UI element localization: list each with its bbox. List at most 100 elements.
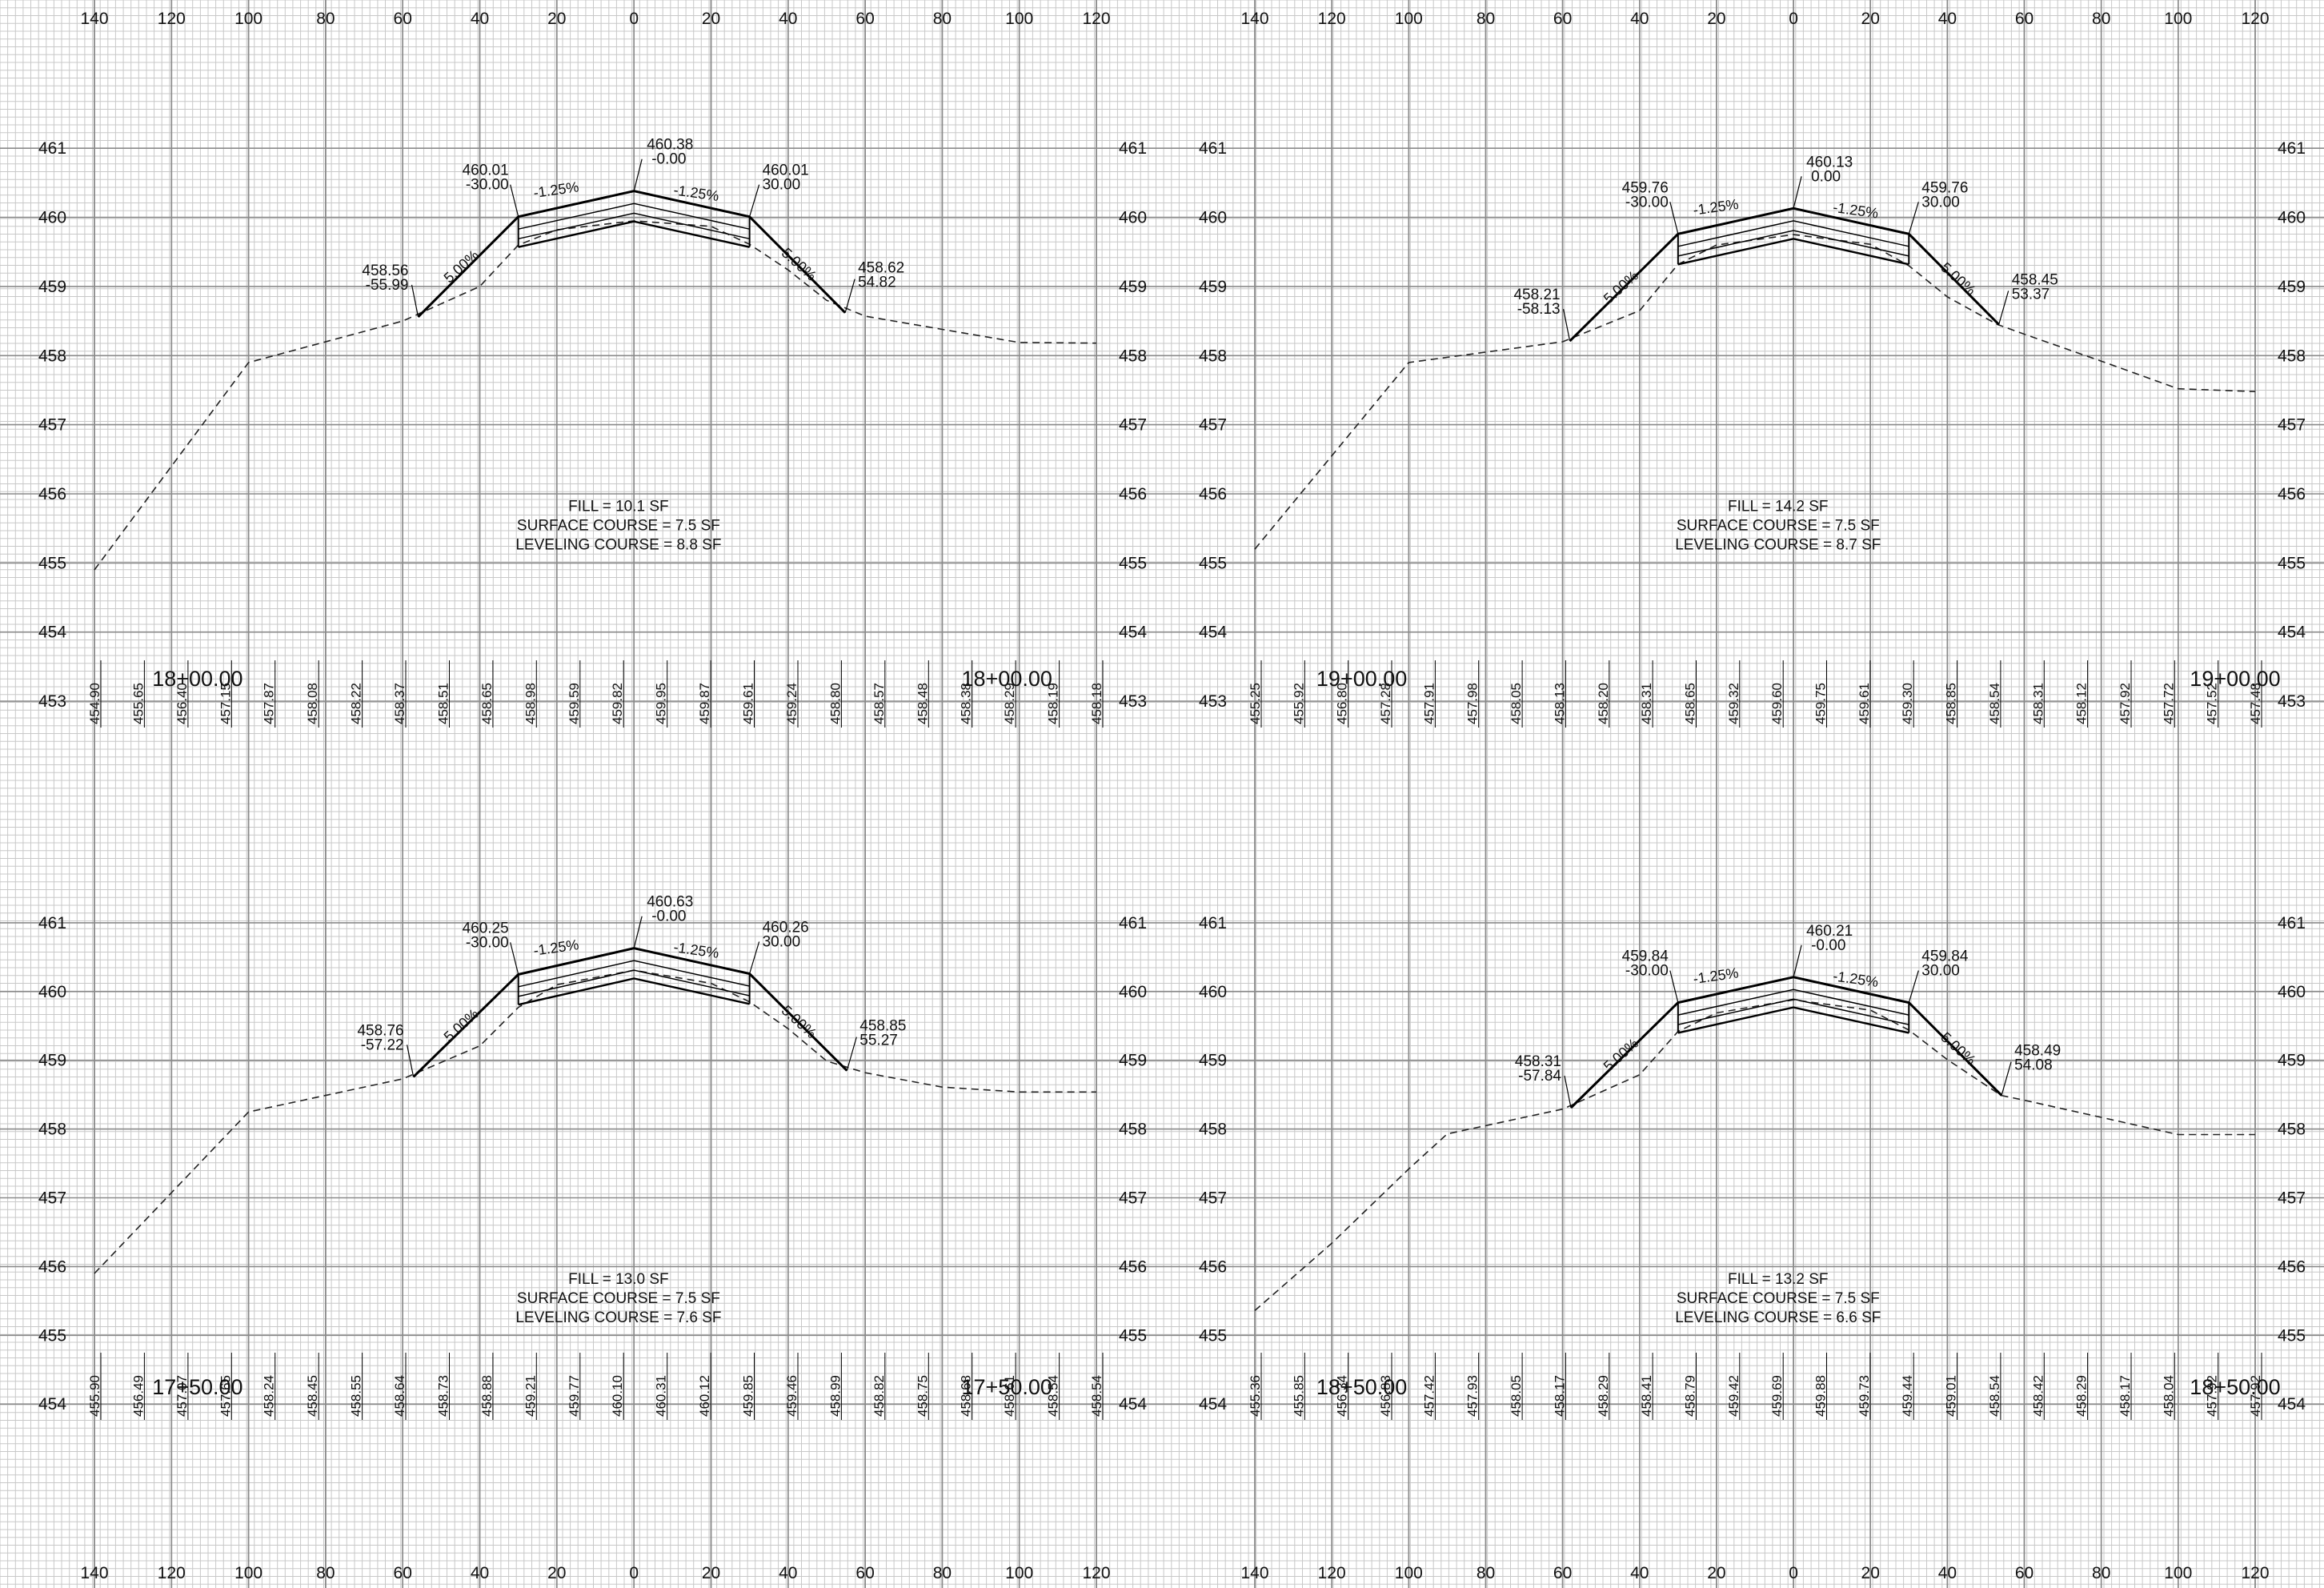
leveling-course-area: LEVELING COURSE = 8.7 SF (1675, 537, 1881, 554)
existing-elevation-value: 459.61 (1857, 683, 1872, 724)
pavement-layer-line (1677, 220, 1909, 247)
offset-label: 40 (1630, 1564, 1649, 1582)
side-slope-left: 5.00% (1601, 1035, 1641, 1074)
station-label-right: 17+50.00 (962, 1375, 1052, 1399)
existing-elevation-value: 456.34 (1335, 1375, 1350, 1417)
existing-elevation-value: 460.10 (610, 1375, 625, 1417)
elevation-label: 457 (38, 416, 66, 435)
existing-elevation-value: 457.87 (262, 683, 277, 724)
existing-elevation-value: 457.48 (2248, 683, 2263, 724)
offset-label: 100 (2164, 1564, 2192, 1582)
crown-offset: 0.00 (1811, 168, 1841, 185)
existing-elevation-value: 458.12 (2074, 683, 2090, 724)
crown-offset: -0.00 (651, 151, 686, 168)
existing-elevation-value: 457.65 (218, 1375, 233, 1417)
elevation-label: 461 (1119, 914, 1147, 932)
existing-elevation-value: 457.52 (2205, 683, 2220, 724)
elevation-label: 457 (2278, 1189, 2306, 1208)
elevation-label: 454 (2278, 624, 2306, 642)
offset-label: 80 (316, 10, 335, 28)
existing-elevation-value: 457.72 (2161, 683, 2176, 724)
leader-line (846, 1037, 857, 1071)
existing-elevation-value: 458.19 (1046, 683, 1061, 724)
offset-label: 20 (1707, 10, 1725, 28)
offset-label: 120 (158, 10, 186, 28)
leader-line (1793, 176, 1802, 209)
offset-label: 100 (1395, 1564, 1423, 1582)
existing-elevation-value: 458.37 (392, 683, 407, 724)
elevation-label: 455 (38, 1326, 66, 1345)
existing-elevation-value: 458.65 (1683, 683, 1698, 724)
proposed-road-template (1564, 944, 2012, 1109)
elevation-label: 456 (2278, 1257, 2306, 1276)
right-shoulder-elevation: 459.84 (1921, 948, 1969, 965)
right-shoulder-offset: 30.00 (763, 177, 801, 194)
elevation-label: 458 (2278, 347, 2306, 365)
existing-elevation-value: 457.28 (1378, 683, 1393, 724)
cross-section-panel-18-50: 461 461 460 460 459 459 458 458 457 457 456 456 455 4… (1199, 914, 2306, 1420)
existing-elevation-value: 458.29 (2074, 1375, 2090, 1417)
pavement-layer-line (1677, 988, 1909, 1016)
existing-elevation-value: 459.44 (1900, 1375, 1915, 1417)
pavement-layer-line (518, 212, 750, 240)
surface-course-area: SURFACE COURSE = 7.5 SF (517, 518, 720, 535)
existing-elevation-value: 460.31 (654, 1375, 669, 1417)
offset-label: 100 (1005, 1564, 1033, 1582)
elevation-label: 458 (2278, 1121, 2306, 1139)
proposed-road-template (407, 916, 857, 1078)
elevation-label: 457 (38, 1189, 66, 1208)
leveling-course-area: LEVELING COURSE = 7.6 SF (515, 1309, 721, 1326)
offset-label: 20 (547, 1564, 566, 1582)
existing-elevation-value: 458.54 (1089, 1375, 1104, 1417)
existing-elevation-value: 458.54 (1987, 1375, 2002, 1417)
existing-elevation-value: 459.73 (1857, 1375, 1872, 1417)
existing-ground-line (94, 220, 1097, 571)
existing-elevation-value: 459.42 (1726, 1375, 1741, 1417)
leader-line (510, 184, 519, 217)
left-shoulder-offset: -30.00 (466, 177, 509, 194)
existing-elevation-value: 458.13 (1552, 683, 1567, 724)
elevation-label: 460 (38, 983, 66, 1001)
existing-elevation-value: 457.93 (1465, 1375, 1481, 1417)
existing-elevation-value: 458.98 (523, 683, 538, 724)
cross-slope-left: -1.25% (1692, 196, 1739, 219)
left-shoulder-offset: -30.00 (1625, 194, 1669, 211)
left-toe-elevation: 458.76 (357, 1022, 403, 1039)
offset-label: 80 (933, 1564, 952, 1582)
station-label-right: 18+00.00 (962, 667, 1052, 691)
offset-label: 20 (547, 10, 566, 28)
existing-ground-line (1254, 999, 2255, 1312)
offset-label: 0 (629, 10, 639, 28)
left-shoulder-elevation: 460.01 (463, 162, 509, 179)
leader-line (2001, 1061, 2012, 1096)
offset-label: 80 (1477, 1564, 1495, 1582)
elevation-label: 453 (1119, 692, 1147, 711)
existing-elevation-value: 458.31 (2030, 683, 2046, 724)
existing-elevation-value: 458.31 (1639, 683, 1654, 724)
left-shoulder-elevation: 459.76 (1622, 179, 1669, 196)
offset-label: 100 (1395, 10, 1423, 28)
existing-elevation-value: 459.30 (1900, 683, 1915, 724)
elevation-label: 460 (2278, 209, 2306, 227)
right-shoulder-elevation: 459.76 (1921, 179, 1968, 196)
elevation-label: 460 (1199, 209, 1227, 227)
existing-elevation-value: 458.29 (1002, 683, 1017, 724)
existing-elevation-value: 455.92 (1291, 683, 1306, 724)
existing-elevation-value: 455.90 (87, 1375, 102, 1417)
existing-ground-line (94, 969, 1096, 1274)
offset-label: 0 (629, 1564, 639, 1582)
existing-elevation-value: 458.64 (392, 1375, 407, 1417)
elevation-label: 461 (2278, 914, 2306, 932)
station-label-left: 19+00.00 (1316, 667, 1407, 691)
existing-elevation-value: 459.75 (1813, 683, 1829, 724)
existing-elevation-value: 457.98 (1465, 683, 1481, 724)
existing-elevation-value: 458.51 (436, 683, 451, 724)
fill-area: FILL = 14.2 SF (1728, 499, 1829, 515)
existing-elevation-value: 458.85 (1944, 683, 1959, 724)
crown-offset: -0.00 (651, 908, 686, 925)
elevation-label: 455 (1199, 1326, 1227, 1345)
offset-label: 140 (1240, 10, 1268, 28)
offset-label: 140 (80, 1564, 108, 1582)
existing-elevation-value: 458.75 (915, 1375, 930, 1417)
station-label-left: 17+50.00 (152, 1375, 242, 1399)
